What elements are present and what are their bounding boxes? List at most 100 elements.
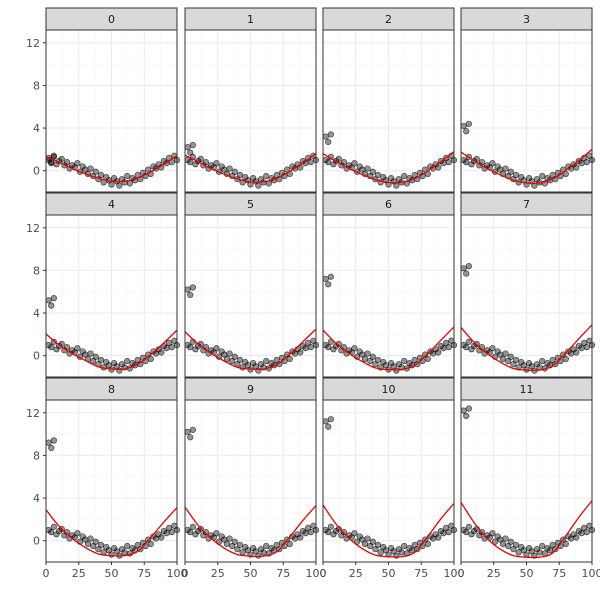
fit-curve	[45, 329, 178, 371]
data-point	[499, 540, 507, 547]
data-point	[369, 353, 376, 360]
fit-curve	[322, 326, 455, 371]
data-point	[351, 530, 358, 537]
x-tick-label: 0	[320, 567, 327, 580]
y-tick-label: 0	[33, 350, 40, 363]
data-point	[255, 182, 262, 189]
data-point	[546, 547, 554, 554]
data-point	[223, 540, 231, 547]
data-point	[124, 542, 131, 550]
x-axis-col-2: 0 25 50 75 100	[182, 562, 327, 580]
outlier-point	[184, 286, 191, 293]
data-point	[325, 529, 332, 536]
outlier-point	[48, 160, 55, 167]
data-point	[401, 172, 408, 180]
y-tick-label: 4	[33, 122, 40, 135]
data-point	[226, 165, 233, 172]
outlier-point	[50, 295, 57, 302]
outlier-point	[325, 138, 332, 146]
data-point	[440, 345, 447, 352]
data-point	[351, 345, 358, 352]
panel-border	[45, 29, 178, 193]
outlier-point	[460, 265, 467, 272]
data-point	[562, 540, 569, 547]
facet-strip-label: 11	[520, 383, 534, 396]
data-point	[97, 171, 105, 179]
facet-panel-2: 2	[322, 7, 458, 193]
facet-strip-label: 9	[247, 383, 254, 396]
facet-panel-9: 9	[184, 377, 320, 563]
data-point	[445, 344, 452, 351]
data-point	[92, 353, 99, 360]
fit-curve	[322, 502, 455, 558]
data-point	[202, 159, 210, 166]
data-point	[398, 549, 405, 556]
outlier-point	[460, 122, 467, 130]
data-point	[286, 540, 293, 547]
outlier-point	[184, 144, 191, 151]
data-point	[502, 165, 509, 172]
data-point	[445, 529, 452, 536]
data-point	[369, 168, 376, 175]
data-point	[539, 172, 546, 180]
facet-panel-6: 6	[322, 192, 458, 378]
data-point	[236, 541, 244, 549]
data-point	[108, 551, 115, 558]
data-point	[562, 355, 569, 362]
data-point	[583, 344, 590, 351]
data-point	[116, 367, 123, 374]
data-point	[325, 159, 332, 166]
facet-panel-11: 11	[460, 377, 596, 563]
data-point	[377, 549, 384, 556]
data-point	[539, 542, 546, 550]
data-point	[351, 160, 358, 167]
data-points	[322, 131, 458, 189]
x-tick-label: 50	[244, 567, 258, 580]
data-point	[578, 530, 585, 537]
data-point	[213, 345, 220, 352]
data-point	[401, 542, 408, 550]
facet-panel-8: 8	[45, 377, 181, 563]
data-point	[489, 160, 496, 167]
data-point	[226, 350, 233, 357]
panel-border	[184, 214, 317, 378]
x-tick-label: 50	[382, 567, 396, 580]
data-point	[515, 549, 522, 556]
data-point	[231, 353, 238, 360]
outlier-point	[48, 302, 55, 309]
fit-curve	[460, 500, 593, 559]
data-point	[263, 357, 270, 365]
outlier-point	[327, 131, 334, 138]
data-point	[87, 535, 94, 542]
outlier-point	[465, 263, 472, 270]
data-point	[463, 344, 470, 351]
data-point	[213, 160, 220, 167]
data-points	[45, 437, 181, 559]
facet-strip-label: 3	[523, 13, 530, 26]
x-axis-col-1: 0 25 50 75 100	[43, 562, 188, 580]
data-point	[97, 541, 105, 549]
data-point	[223, 355, 231, 362]
data-point	[63, 159, 71, 166]
x-tick-label: 0	[182, 567, 189, 580]
panel-border	[322, 29, 455, 193]
facet-strip-label: 0	[108, 13, 115, 26]
data-point	[512, 171, 520, 179]
x-tick-label: 100	[167, 567, 188, 580]
y-tick-label: 8	[33, 79, 40, 92]
outlier-point	[187, 291, 194, 299]
y-axis-row-3: 0 4 8 12	[26, 407, 46, 548]
data-point	[374, 171, 382, 179]
outlier-point	[465, 120, 472, 127]
data-point	[307, 159, 314, 166]
facet-strip-label: 2	[385, 13, 392, 26]
x-axis-col-4: 0 25 50 75 100	[458, 562, 600, 580]
facet-panel-5: 5	[184, 192, 320, 378]
data-point	[255, 552, 262, 559]
x-tick-label: 25	[72, 567, 86, 580]
y-tick-label: 12	[26, 37, 40, 50]
x-tick-label: 50	[520, 567, 534, 580]
data-point	[50, 523, 57, 530]
facet-panel-10: 10	[322, 377, 458, 563]
